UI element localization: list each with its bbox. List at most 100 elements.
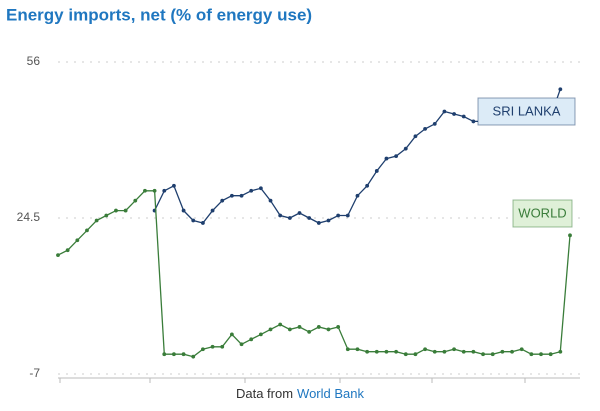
data-point bbox=[220, 198, 225, 203]
data-point bbox=[287, 327, 292, 332]
data-point bbox=[278, 213, 283, 218]
series-label-box bbox=[512, 199, 573, 228]
data-point bbox=[384, 349, 389, 354]
data-point bbox=[452, 112, 456, 116]
data-point bbox=[442, 349, 447, 354]
data-point bbox=[278, 322, 283, 327]
data-point bbox=[297, 325, 302, 329]
series-label: WORLD bbox=[518, 205, 566, 220]
data-point bbox=[85, 228, 89, 233]
data-point bbox=[56, 253, 60, 258]
data-point bbox=[268, 198, 273, 203]
data-point bbox=[162, 188, 167, 193]
data-point bbox=[307, 216, 312, 220]
data-point bbox=[471, 349, 476, 354]
data-point bbox=[558, 349, 563, 354]
data-point bbox=[75, 238, 80, 243]
data-point bbox=[316, 325, 321, 329]
data-point bbox=[326, 218, 331, 223]
data-point bbox=[307, 330, 312, 334]
data-point bbox=[114, 208, 118, 213]
data-point bbox=[258, 186, 263, 191]
data-point bbox=[162, 352, 167, 357]
data-point bbox=[239, 193, 244, 198]
data-point bbox=[394, 349, 399, 354]
data-point bbox=[210, 344, 215, 349]
data-point bbox=[481, 352, 485, 357]
data-point bbox=[268, 327, 273, 332]
data-point bbox=[539, 352, 543, 357]
data-point bbox=[143, 188, 147, 193]
data-point bbox=[191, 354, 196, 359]
data-point bbox=[471, 119, 476, 124]
data-point bbox=[152, 188, 157, 193]
data-point bbox=[104, 213, 109, 218]
chart-title: Energy imports, net (% of energy use) bbox=[6, 5, 312, 24]
data-point bbox=[94, 218, 99, 223]
data-point bbox=[403, 146, 408, 151]
data-point bbox=[529, 352, 534, 357]
data-point bbox=[355, 347, 360, 352]
data-point bbox=[133, 198, 138, 203]
data-point bbox=[345, 347, 350, 352]
data-point bbox=[432, 122, 437, 126]
data-point bbox=[172, 352, 176, 357]
series-line bbox=[57, 190, 571, 358]
data-point bbox=[65, 248, 70, 253]
data-point bbox=[500, 349, 505, 354]
data-point bbox=[442, 109, 447, 114]
data-point bbox=[336, 325, 341, 329]
data-point bbox=[461, 349, 466, 354]
data-point bbox=[374, 169, 379, 173]
data-point bbox=[229, 193, 234, 198]
data-point bbox=[558, 87, 563, 92]
source-link[interactable]: World Bank bbox=[297, 386, 364, 401]
data-point bbox=[123, 208, 128, 213]
data-point bbox=[452, 347, 456, 352]
data-point bbox=[172, 183, 176, 188]
data-point bbox=[423, 126, 427, 131]
data-point bbox=[229, 332, 234, 337]
data-point bbox=[403, 352, 408, 357]
x-axis-ticks bbox=[59, 378, 526, 383]
data-point bbox=[191, 218, 196, 223]
data-point bbox=[423, 347, 427, 352]
data-point bbox=[326, 327, 331, 332]
data-point bbox=[297, 211, 302, 215]
data-point bbox=[287, 216, 292, 220]
y-tick-label: 56 bbox=[27, 54, 41, 68]
data-point bbox=[394, 154, 399, 158]
data-point bbox=[548, 352, 553, 357]
data-point bbox=[519, 347, 524, 352]
data-point bbox=[210, 208, 215, 213]
data-point bbox=[384, 156, 389, 161]
source-note: Data from World Bank bbox=[236, 386, 365, 401]
data-point bbox=[249, 188, 254, 193]
data-point bbox=[249, 337, 254, 342]
y-tick-label: -7 bbox=[29, 366, 40, 380]
data-point bbox=[365, 183, 370, 188]
y-tick-label: 24.5 bbox=[17, 210, 41, 224]
data-point bbox=[220, 344, 225, 349]
data-point bbox=[239, 342, 244, 347]
data-point bbox=[355, 193, 360, 198]
data-point bbox=[201, 347, 205, 352]
source-prefix: Data from bbox=[236, 386, 293, 401]
data-point bbox=[510, 349, 514, 354]
data-point bbox=[374, 349, 379, 354]
data-point bbox=[336, 213, 341, 218]
data-point bbox=[316, 221, 321, 225]
data-point bbox=[568, 233, 572, 238]
data-point bbox=[490, 352, 495, 357]
data-point bbox=[461, 114, 466, 119]
data-point bbox=[413, 134, 418, 139]
data-point bbox=[181, 208, 186, 213]
series-label: SRI LANKA bbox=[493, 103, 561, 118]
data-point bbox=[365, 349, 370, 354]
series-label-box bbox=[477, 97, 576, 126]
data-point bbox=[181, 352, 186, 357]
data-point bbox=[258, 332, 263, 337]
data-point bbox=[345, 213, 350, 218]
data-point bbox=[413, 352, 418, 357]
